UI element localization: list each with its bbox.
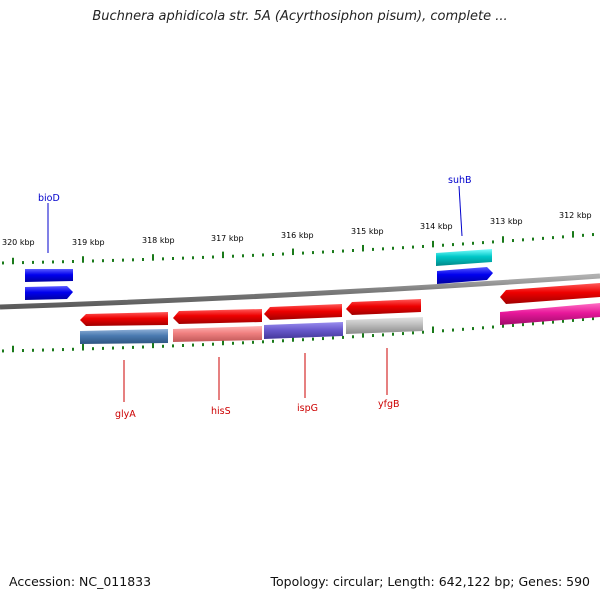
yfgB-feature[interactable] xyxy=(346,317,423,334)
gene-label-bioD[interactable]: bioD xyxy=(38,193,60,204)
accession-text: Accession: NC_011833 xyxy=(9,574,152,589)
ispG-gene[interactable] xyxy=(264,304,342,320)
ruler-label-320: 320 kbp xyxy=(2,238,35,247)
reverse-strand xyxy=(80,283,600,344)
topology-summary: Topology: circular; Length: 642,122 bp; … xyxy=(270,574,591,589)
yfgB-gene[interactable] xyxy=(346,299,421,315)
ispG-feature[interactable] xyxy=(264,322,343,339)
gene-label-suhB[interactable]: suhB xyxy=(448,175,472,186)
ruler-label-318: 318 kbp xyxy=(142,236,175,245)
gene-label-yfgB[interactable]: yfgB xyxy=(378,399,400,410)
right-edge-gene[interactable] xyxy=(500,283,600,304)
genome-backbone xyxy=(0,273,600,310)
ruler-label-315: 315 kbp xyxy=(351,227,384,236)
ruler-label-316: 316 kbp xyxy=(281,231,314,240)
gene-label-lines xyxy=(47,185,463,402)
bioD-feature[interactable] xyxy=(25,269,73,282)
gene-label-glyA[interactable]: glyA xyxy=(115,409,136,420)
bioD-gene[interactable] xyxy=(25,286,73,300)
gene-labels: bioD suhB glyA hisS ispG yfgB xyxy=(38,175,472,420)
upper-tick-track xyxy=(2,231,594,265)
ruler-label-319: 319 kbp xyxy=(72,238,105,247)
ruler-label-312: 312 kbp xyxy=(559,211,592,220)
suhB-feature[interactable] xyxy=(436,249,492,266)
right-edge-feature[interactable] xyxy=(500,303,600,325)
suhB-leader-line xyxy=(458,185,463,237)
gene-label-ispG[interactable]: ispG xyxy=(297,403,318,414)
hisS-gene[interactable] xyxy=(173,309,262,324)
map-title: Buchnera aphidicola str. 5A (Acyrthosiph… xyxy=(92,9,508,24)
glyA-gene[interactable] xyxy=(80,312,168,326)
ruler-label-313: 313 kbp xyxy=(490,217,523,226)
gene-label-hisS[interactable]: hisS xyxy=(211,406,231,417)
forward-strand xyxy=(25,249,493,300)
ruler-labels: 320 kbp 319 kbp 318 kbp 317 kbp 316 kbp … xyxy=(2,211,592,247)
hisS-feature[interactable] xyxy=(173,326,262,342)
ruler-label-317: 317 kbp xyxy=(211,234,244,243)
suhB-gene[interactable] xyxy=(437,267,493,284)
glyA-feature[interactable] xyxy=(80,329,168,344)
ruler-label-314: 314 kbp xyxy=(420,222,453,231)
